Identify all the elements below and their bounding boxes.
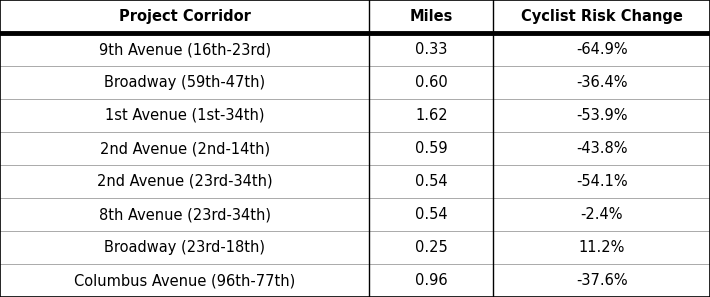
Text: -37.6%: -37.6% <box>576 273 628 288</box>
Text: Columbus Avenue (96th-77th): Columbus Avenue (96th-77th) <box>74 273 295 288</box>
Text: 0.54: 0.54 <box>415 207 447 222</box>
Text: 0.54: 0.54 <box>415 174 447 189</box>
Text: -64.9%: -64.9% <box>576 42 628 57</box>
Text: Project Corridor: Project Corridor <box>119 9 251 24</box>
Text: 0.25: 0.25 <box>415 240 448 255</box>
Text: -2.4%: -2.4% <box>581 207 623 222</box>
Text: -43.8%: -43.8% <box>576 141 628 156</box>
Text: 11.2%: 11.2% <box>579 240 625 255</box>
Text: -36.4%: -36.4% <box>576 75 628 90</box>
Text: Broadway (59th-47th): Broadway (59th-47th) <box>104 75 265 90</box>
Text: Broadway (23rd-18th): Broadway (23rd-18th) <box>104 240 265 255</box>
Text: 9th Avenue (16th-23rd): 9th Avenue (16th-23rd) <box>99 42 271 57</box>
Text: 2nd Avenue (23rd-34th): 2nd Avenue (23rd-34th) <box>97 174 273 189</box>
Text: 0.59: 0.59 <box>415 141 447 156</box>
Text: 1st Avenue (1st-34th): 1st Avenue (1st-34th) <box>105 108 264 123</box>
Text: 0.33: 0.33 <box>415 42 447 57</box>
Text: 0.60: 0.60 <box>415 75 448 90</box>
Text: 8th Avenue (23rd-34th): 8th Avenue (23rd-34th) <box>99 207 271 222</box>
Text: Cyclist Risk Change: Cyclist Risk Change <box>521 9 682 24</box>
Text: 2nd Avenue (2nd-14th): 2nd Avenue (2nd-14th) <box>99 141 270 156</box>
Text: Miles: Miles <box>410 9 453 24</box>
Text: -53.9%: -53.9% <box>576 108 628 123</box>
Text: 0.96: 0.96 <box>415 273 447 288</box>
Text: 1.62: 1.62 <box>415 108 447 123</box>
Text: -54.1%: -54.1% <box>576 174 628 189</box>
